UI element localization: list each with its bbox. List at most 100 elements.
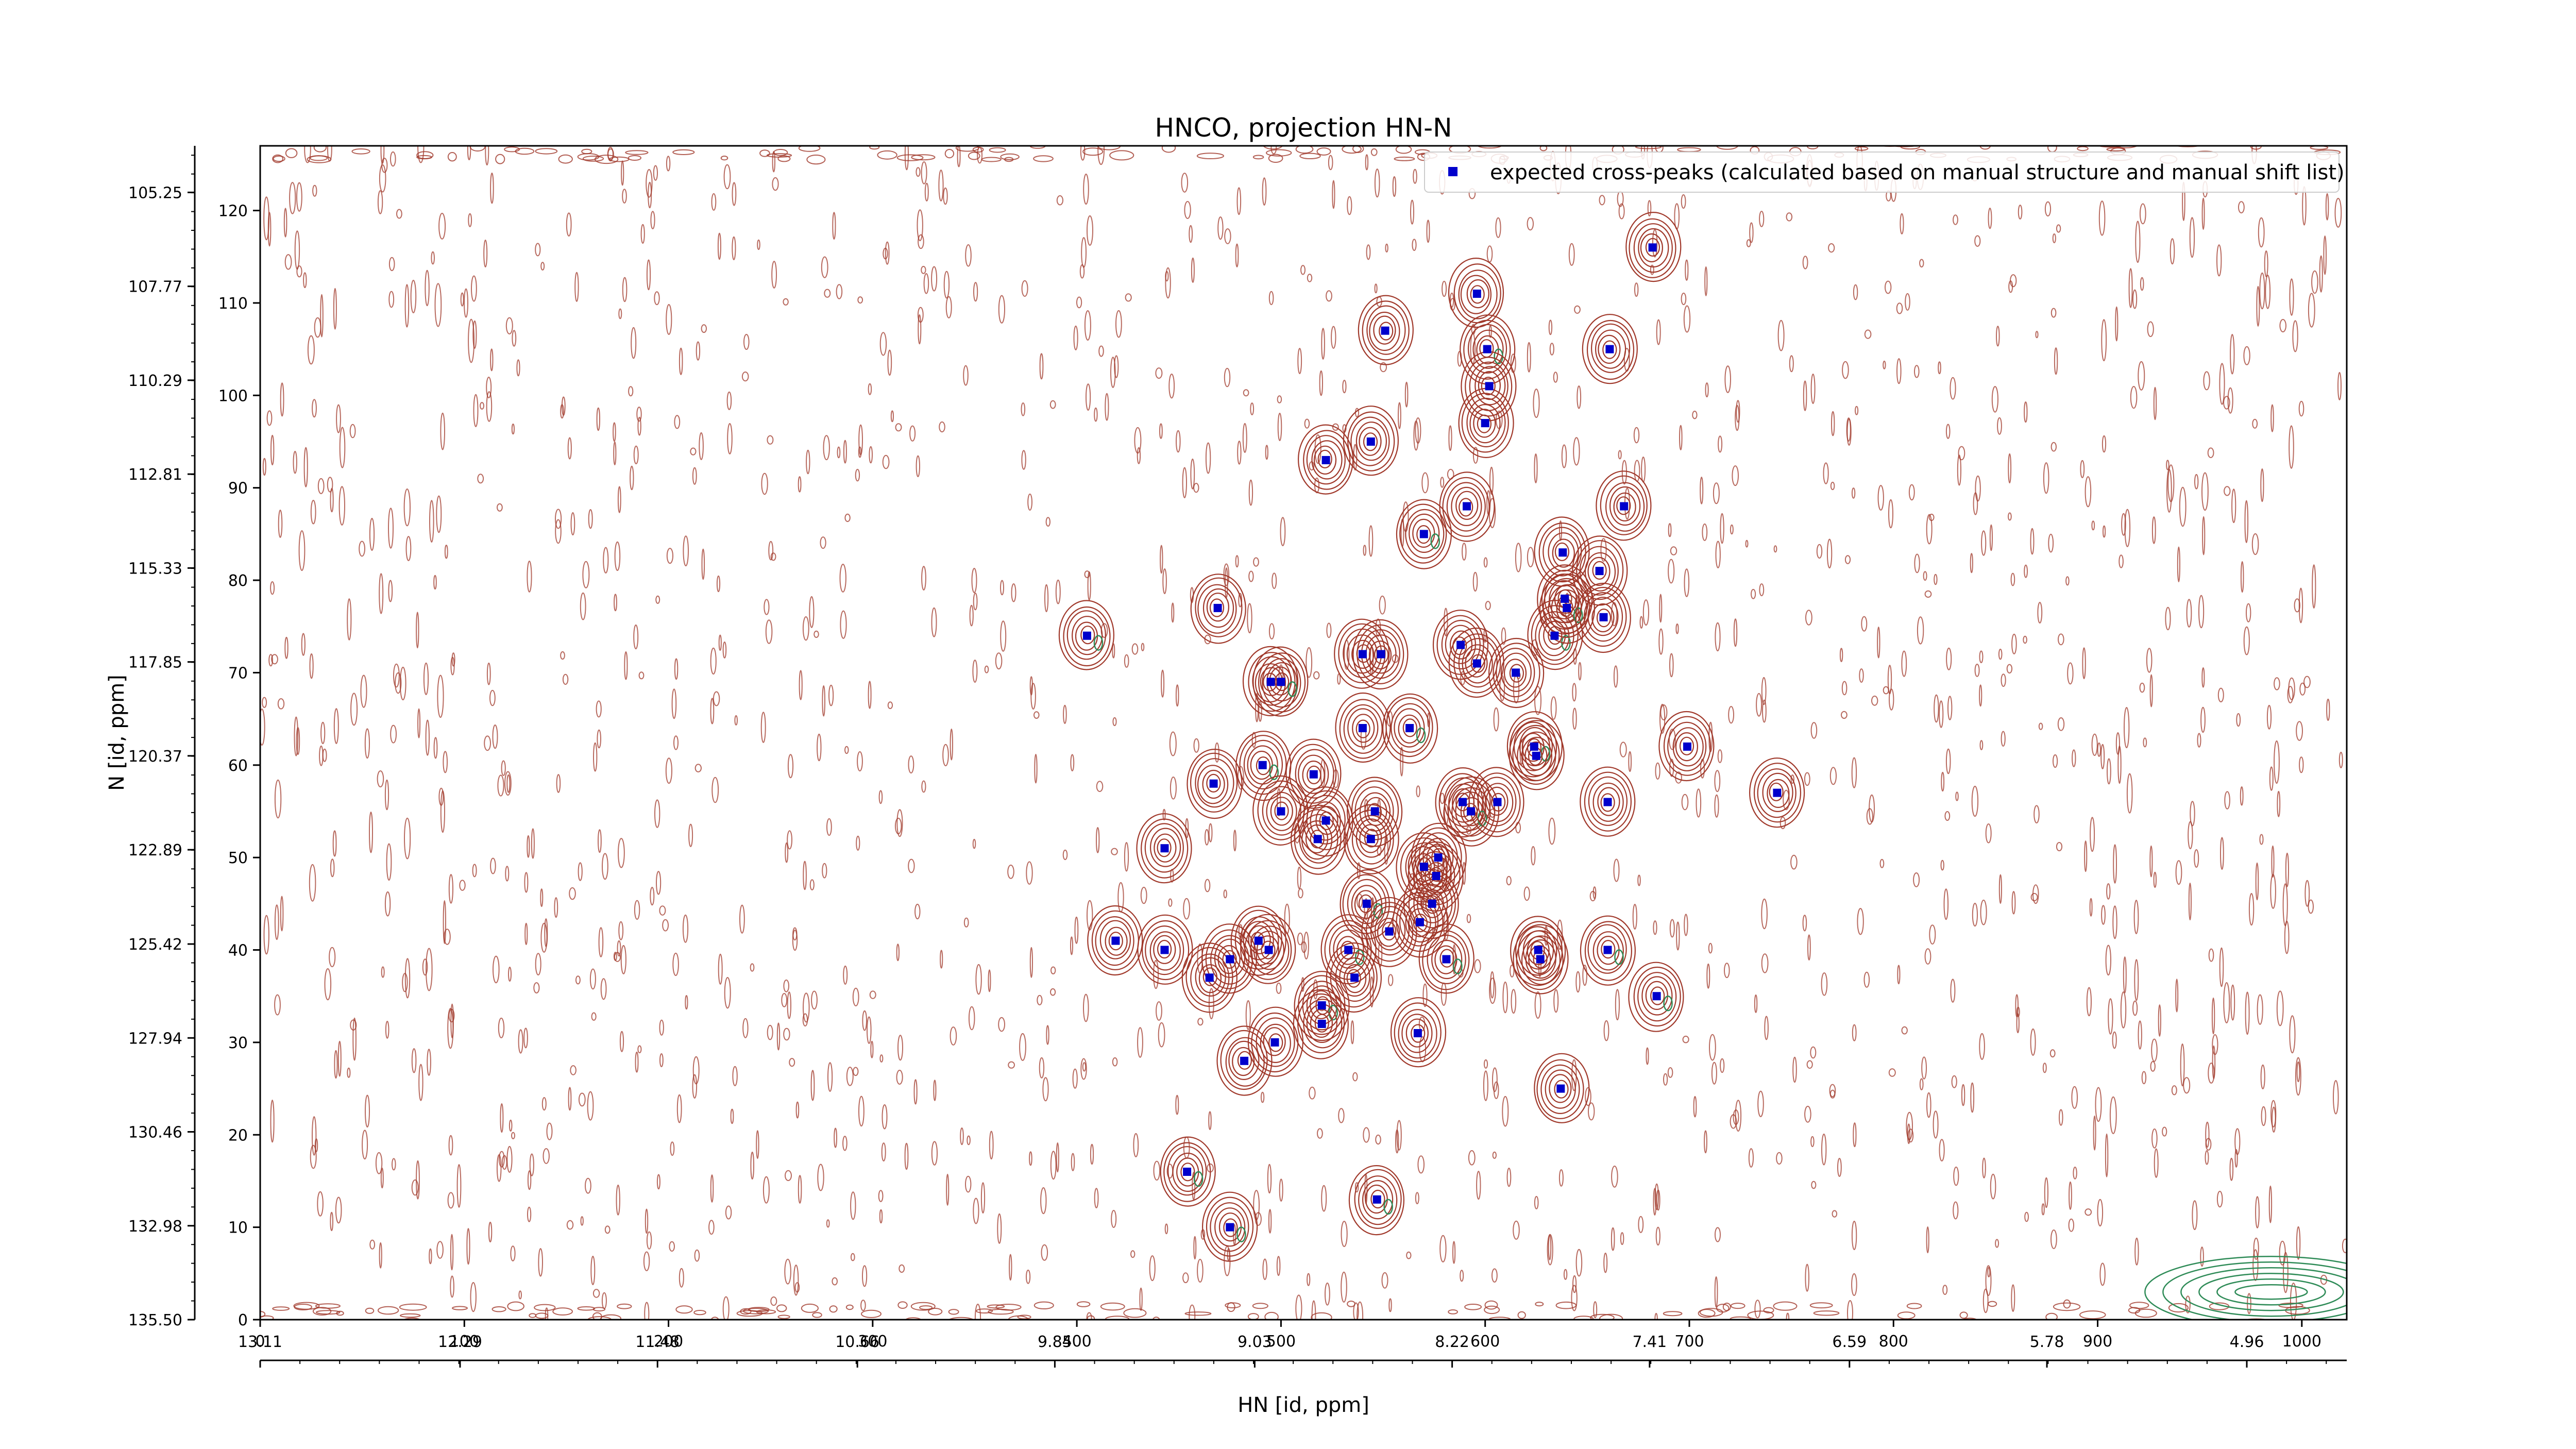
- noise-contour: [1953, 214, 1958, 225]
- tick-label: 50: [228, 849, 248, 867]
- noise-contour: [2099, 1262, 2106, 1286]
- peak-contour: [1472, 329, 1504, 369]
- noise-contour: [511, 424, 515, 435]
- noise-contour: [1810, 1046, 1817, 1059]
- noise-contour: [1829, 767, 1837, 785]
- noise-contour: [921, 266, 926, 274]
- noise-contour: [505, 317, 513, 334]
- noise-contour: [527, 561, 532, 593]
- noise-contour: [404, 284, 410, 328]
- peak-contour: [1536, 1059, 1584, 1119]
- cross-peak-point: [1258, 761, 1267, 769]
- noise-contour: [1037, 995, 1043, 1006]
- noise-contour: [2016, 1013, 2020, 1034]
- noise-contour: [2319, 255, 2323, 293]
- peak-contour: [1467, 324, 1507, 374]
- noise-contour: [2100, 744, 2105, 769]
- noise-contour: [1019, 1033, 1026, 1061]
- noise-contour: [1980, 899, 1987, 925]
- noise-contour: [395, 672, 402, 694]
- noise-contour: [1268, 623, 1275, 639]
- cross-peak-point: [1270, 1038, 1279, 1047]
- cross-peak-point: [1264, 946, 1273, 954]
- noise-contour: [443, 900, 446, 944]
- noise-contour: [1668, 559, 1675, 584]
- noise-contour: [1276, 1256, 1281, 1276]
- peak-contour: [1672, 727, 1704, 767]
- noise-contour: [832, 1277, 838, 1286]
- noise-contour: [1531, 846, 1536, 866]
- noise-contour: [2205, 1121, 2210, 1148]
- peak-contour: [1762, 772, 1793, 813]
- noise-contour: [1421, 472, 1429, 494]
- negative-contour: [1269, 764, 1279, 781]
- noise-contour: [1972, 903, 1978, 927]
- noise-contour: [2253, 1237, 2259, 1260]
- peak-contour: [1540, 1064, 1580, 1114]
- noise-contour: [1759, 211, 1765, 227]
- peak-contour: [1361, 897, 1417, 967]
- tick-label: 1000: [2282, 1333, 2321, 1351]
- noise-contour: [1342, 146, 1362, 154]
- noise-contour: [777, 1315, 790, 1319]
- noise-contour: [1802, 915, 1807, 932]
- noise-contour: [1864, 329, 1872, 339]
- noise-contour: [2188, 882, 2192, 921]
- noise-contour: [501, 1155, 507, 1170]
- noise-contour: [844, 513, 851, 523]
- noise-contour: [814, 630, 819, 638]
- peak-contour: [1476, 335, 1499, 365]
- noise-contour: [821, 256, 828, 278]
- cross-peak-point: [1277, 807, 1285, 816]
- noise-contour: [392, 1158, 396, 1171]
- noise-contour: [718, 634, 722, 651]
- peak-contour: [1153, 935, 1176, 964]
- noise-contour: [1746, 239, 1751, 247]
- noise-contour: [1071, 1153, 1075, 1171]
- noise-contour: [604, 1225, 611, 1234]
- noise-contour: [1398, 402, 1401, 429]
- noise-contour: [501, 760, 506, 776]
- noise-contour: [1277, 395, 1282, 403]
- noise-contour: [2024, 401, 2028, 423]
- legend-marker: [1448, 167, 1458, 176]
- cross-peak-point: [1463, 502, 1471, 511]
- noise-contour: [2147, 321, 2154, 338]
- noise-contour: [883, 247, 888, 260]
- noise-contour: [2139, 682, 2145, 693]
- noise-contour: [862, 1265, 868, 1287]
- cross-peak-point: [1512, 668, 1520, 677]
- noise-contour: [416, 612, 419, 649]
- noise-contour: [858, 424, 863, 456]
- noise-contour: [416, 151, 434, 159]
- cross-peak-point: [1160, 946, 1169, 954]
- peak-contour: [1150, 828, 1181, 867]
- noise-contour: [1044, 584, 1049, 613]
- noise-contour: [1830, 481, 1835, 491]
- peak-contour: [1105, 926, 1128, 956]
- peak-contour: [1757, 768, 1797, 818]
- noise-contour: [2303, 676, 2311, 688]
- noise-contour: [524, 922, 528, 946]
- noise-contour: [1388, 1298, 1392, 1312]
- noise-contour: [2224, 791, 2230, 810]
- noise-contour: [540, 888, 544, 907]
- noise-contour: [1897, 1311, 1916, 1320]
- noise-contour: [1923, 571, 1927, 581]
- noise-contour: [1189, 225, 1193, 243]
- noise-contour: [460, 292, 464, 307]
- noise-contour: [562, 673, 569, 685]
- noise-contour: [1276, 982, 1282, 994]
- tick-label: 6.59: [1832, 1333, 1867, 1351]
- noise-contour: [304, 146, 311, 163]
- cross-peak-point: [1377, 650, 1385, 659]
- noise-contour: [504, 146, 520, 153]
- noise-contour: [2201, 197, 2205, 230]
- peak-contour: [1223, 1218, 1238, 1237]
- noise-contour: [1374, 169, 1380, 198]
- noise-contour: [319, 745, 324, 766]
- peak-contour: [1136, 813, 1192, 884]
- negative-contour: [1093, 635, 1104, 651]
- noise-contour: [2154, 1148, 2159, 1178]
- peak-contour: [1256, 756, 1270, 776]
